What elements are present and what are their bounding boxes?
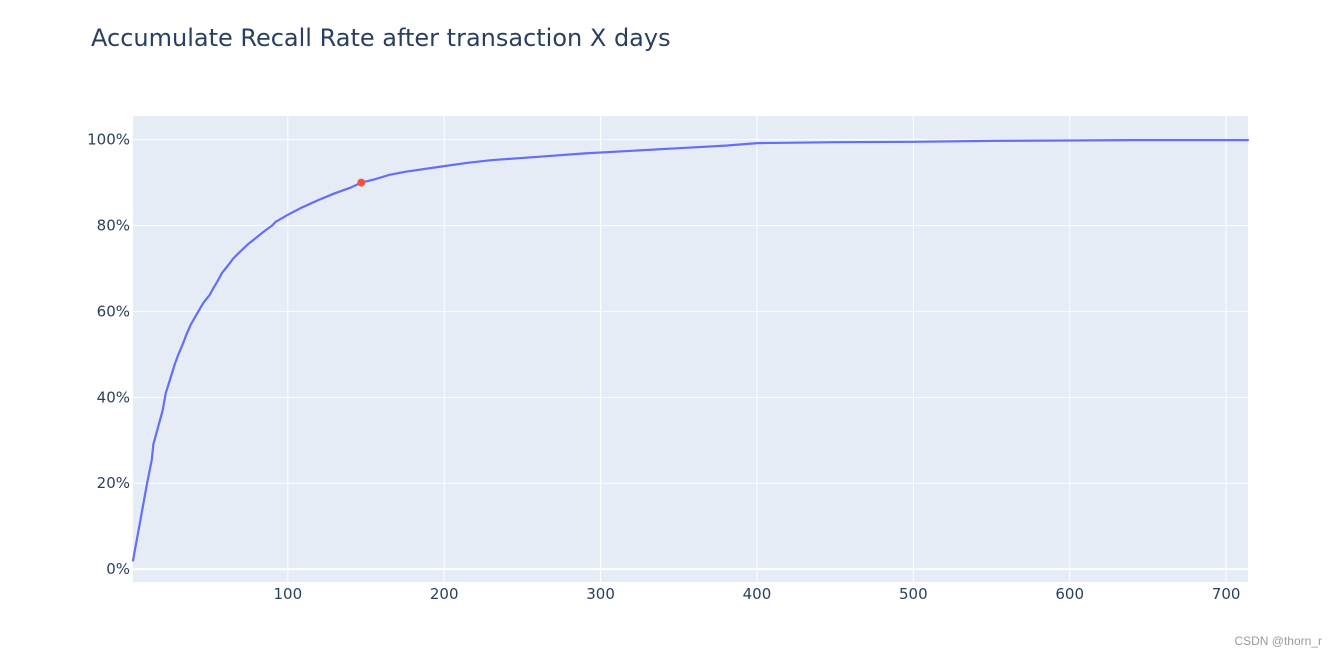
y-tick-label: 60% [97,302,130,320]
series-lines [131,139,1250,562]
x-tick-label: 600 [1055,585,1084,603]
y-axis: 0% 20% 40% 60% 80% 100% [87,131,130,578]
x-tick-label: 700 [1212,585,1241,603]
x-axis: 100 200 300 400 500 600 700 [273,585,1240,603]
series-markers [357,178,366,187]
series-line [131,139,1250,562]
x-tick-label: 100 [273,585,302,603]
plot-area [133,116,1248,582]
data-point-marker [357,178,366,187]
x-tick-label: 300 [586,585,615,603]
x-tick-label: 500 [899,585,928,603]
y-tick-label: 40% [97,388,130,406]
y-tick-label: 0% [106,560,130,578]
grid-lines [133,116,1248,582]
y-tick-label: 20% [97,474,130,492]
y-tick-label: 100% [87,131,130,149]
x-tick-label: 200 [430,585,459,603]
x-tick-label: 400 [743,585,772,603]
watermark: CSDN @thorn_r [1234,634,1322,648]
y-tick-label: 80% [97,217,130,235]
chart-title: Accumulate Recall Rate after transaction… [91,24,671,52]
